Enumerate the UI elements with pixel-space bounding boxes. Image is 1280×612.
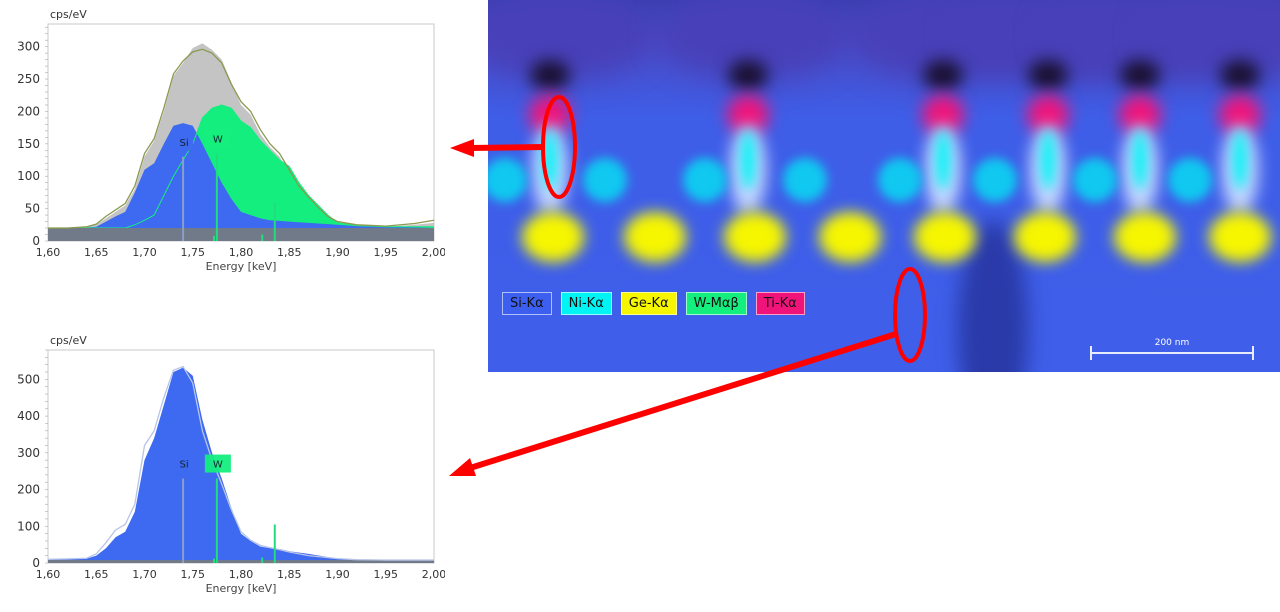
- column-cap: [1028, 60, 1068, 90]
- arrowhead-bottom: [449, 458, 476, 476]
- ni-dot: [1073, 158, 1117, 202]
- x-tick-label: 1,65: [84, 568, 109, 581]
- x-tick-label: 1,60: [36, 568, 61, 581]
- x-axis-label: Energy [keV]: [206, 260, 277, 273]
- ge-blob: [1209, 212, 1271, 262]
- y-tick-label: 50: [25, 202, 40, 216]
- ge-blob: [819, 212, 881, 262]
- series-fit-line: [47, 365, 434, 561]
- x-tick-label: 1,90: [325, 568, 350, 581]
- ni-signal: [543, 130, 557, 190]
- column-cap: [530, 60, 570, 90]
- y-tick-label: 250: [17, 72, 40, 86]
- spectrum-chart-bottom: Si W 0 100 200 300 400 500 1,60 1,65 1,70 1,75 1,80 1…: [0, 330, 446, 608]
- column-cap: [1220, 60, 1260, 90]
- ni-dot: [878, 158, 922, 202]
- y-tick-label: 200: [17, 104, 40, 118]
- x-tick-label: 1,90: [325, 246, 350, 259]
- legend-w: W-Mαβ: [685, 292, 747, 315]
- y-axis-label: cps/eV: [50, 334, 87, 347]
- series-fit-line: [48, 48, 435, 229]
- x-tick-label: 1,95: [374, 568, 399, 581]
- scale-bar-label: 200 nm: [1154, 338, 1190, 348]
- x-tick-label: 1,70: [132, 246, 157, 259]
- y-tick-label: 100: [17, 169, 40, 183]
- x-tick-label: 1,75: [181, 246, 206, 259]
- ni-signal: [741, 130, 755, 190]
- x-tick-label: 2,00: [422, 246, 445, 259]
- y-tick-label: 0: [32, 556, 40, 570]
- y-tick-label: 150: [17, 137, 40, 151]
- x-tick-label: 1,80: [229, 568, 254, 581]
- y-tick-label: 300: [17, 40, 40, 54]
- eds-elemental-map: Si-Kα Ni-Kα Ge-Kα W-Mαβ Ti-Kα 200 nm: [488, 0, 1280, 372]
- ni-dot: [783, 158, 827, 202]
- y-tick-label: 300: [17, 446, 40, 460]
- x-tick-label: 1,80: [229, 246, 254, 259]
- peak-label-w: W: [213, 135, 223, 146]
- top-structure: [488, 0, 653, 80]
- ni-signal: [1233, 130, 1247, 190]
- column-cap: [728, 60, 768, 90]
- ge-blob: [1014, 212, 1076, 262]
- ge-blob: [624, 212, 686, 262]
- legend-ni: Ni-Kα: [560, 292, 612, 315]
- x-tick-label: 1,70: [132, 568, 157, 581]
- ge-blob: [724, 212, 786, 262]
- peak-label-box: [204, 129, 231, 148]
- peak-label-box: [175, 132, 194, 151]
- x-tick-label: 1,85: [277, 568, 302, 581]
- legend-si: Si-Kα: [502, 292, 552, 315]
- ni-signal: [936, 130, 950, 190]
- y-axis-label: cps/eV: [50, 8, 87, 21]
- peak-label-si: Si: [180, 460, 189, 471]
- arrowhead-top: [450, 139, 474, 157]
- x-tick-label: 1,60: [36, 246, 61, 259]
- peak-label-box: [204, 454, 231, 473]
- series-si-area: [48, 367, 434, 563]
- spectrum-chart-top-svg: Si W 0 50 100 150 200 250 300 1,60 1,65 1,70 1,75 1,8…: [17, 8, 446, 273]
- ge-blob: [914, 212, 976, 262]
- ni-dot: [488, 158, 527, 202]
- ge-blob: [522, 212, 584, 262]
- plot-area: [47, 349, 435, 564]
- map-legend: Si-Kα Ni-Kα Ge-Kα W-Mαβ Ti-Kα: [502, 292, 805, 315]
- spectrum-chart-bottom-svg: Si W 0 100 200 300 400 500 1,60 1,65 1,70 1,75 1,80 1…: [17, 334, 446, 595]
- series-w-area: [48, 104, 434, 241]
- x-tick-label: 1,95: [374, 246, 399, 259]
- ni-dot: [683, 158, 727, 202]
- scale-bar: 200 nm: [1090, 338, 1254, 360]
- peak-label-box: [175, 454, 194, 473]
- x-tick-label: 1,85: [277, 246, 302, 259]
- y-tick-label: 500: [17, 372, 40, 386]
- ni-dot: [1168, 158, 1212, 202]
- x-tick-label: 2,00: [422, 568, 445, 581]
- ni-signal: [1133, 130, 1147, 190]
- peak-label-w: W: [213, 460, 223, 471]
- ni-dot: [583, 158, 627, 202]
- column-cap: [1120, 60, 1160, 90]
- y-tick-label: 100: [17, 519, 40, 533]
- y-tick-label: 400: [17, 409, 40, 423]
- legend-ge: Ge-Kα: [620, 292, 677, 315]
- column-cap: [923, 60, 963, 90]
- y-tick-label: 200: [17, 483, 40, 497]
- x-tick-label: 1,75: [181, 568, 206, 581]
- peak-label-si: Si: [180, 138, 189, 149]
- legend-ti: Ti-Kα: [755, 292, 805, 315]
- x-tick-label: 1,65: [84, 246, 109, 259]
- series-background-area: [48, 560, 434, 563]
- ni-dot: [973, 158, 1017, 202]
- series-background-area: [48, 228, 434, 241]
- series-si-area: [48, 123, 434, 241]
- y-tick-label: 0: [32, 234, 40, 248]
- x-axis-label: Energy [keV]: [206, 582, 277, 595]
- spectrum-chart-top: Si W 0 50 100 150 200 250 300 1,60 1,65 1,70 1,75 1,8…: [0, 0, 446, 290]
- ni-signal: [1041, 130, 1055, 190]
- ge-blob: [1114, 212, 1176, 262]
